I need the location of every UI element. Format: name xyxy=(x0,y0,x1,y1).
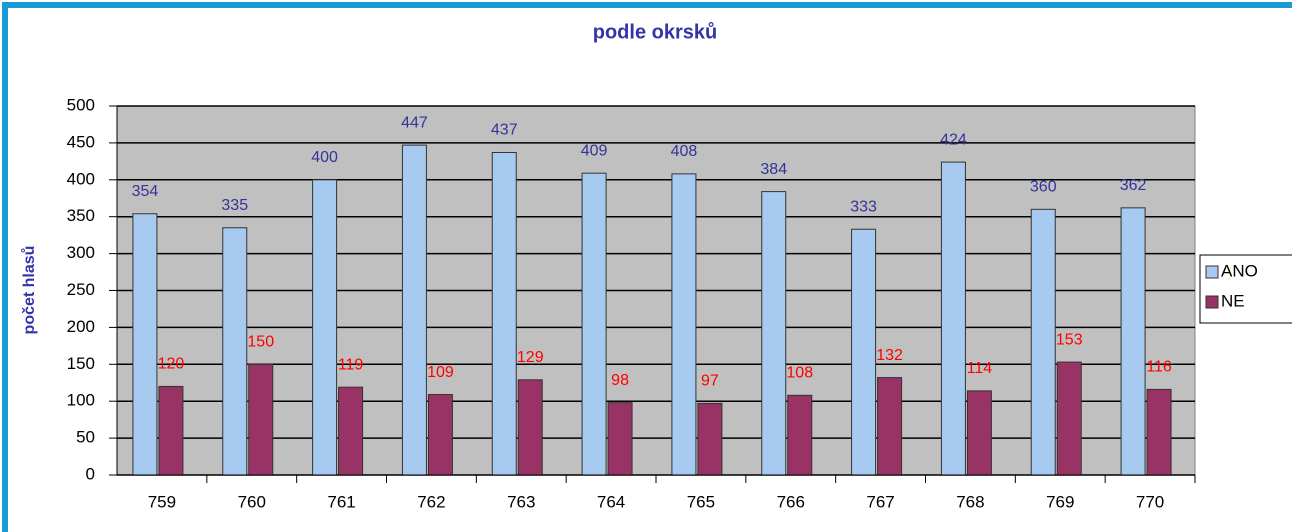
data-label: 409 xyxy=(581,142,608,159)
data-label: 129 xyxy=(517,349,544,366)
bar xyxy=(158,385,184,476)
y-tick-label: 200 xyxy=(67,317,95,336)
data-label: 109 xyxy=(427,364,454,381)
y-tick-label: 0 xyxy=(86,464,95,483)
bar xyxy=(761,191,787,476)
x-tick-label: 768 xyxy=(956,492,984,511)
data-label: 437 xyxy=(491,122,518,139)
bar xyxy=(1146,388,1172,476)
y-tick-label: 500 xyxy=(67,95,95,114)
bar xyxy=(671,173,697,476)
x-tick-label: 763 xyxy=(507,492,535,511)
data-label: 120 xyxy=(158,356,185,373)
bar xyxy=(1056,361,1082,476)
data-label: 335 xyxy=(221,197,248,214)
data-label: 360 xyxy=(1030,179,1057,196)
bar xyxy=(248,363,274,476)
bar xyxy=(1120,207,1146,476)
data-label: 362 xyxy=(1120,177,1147,194)
bar xyxy=(966,390,992,476)
data-label: 384 xyxy=(760,161,787,178)
data-label: 119 xyxy=(338,356,364,373)
data-label: 333 xyxy=(850,198,877,215)
bar xyxy=(338,386,364,476)
bar xyxy=(697,402,723,476)
chart-title: podle okrsků xyxy=(593,21,717,43)
x-tick-label: 760 xyxy=(238,492,266,511)
data-label: 98 xyxy=(611,372,629,389)
bar xyxy=(940,161,966,476)
data-label: 116 xyxy=(1146,359,1172,376)
y-tick-label: 50 xyxy=(76,428,95,447)
x-tick-label: 761 xyxy=(327,492,355,511)
data-label: 408 xyxy=(671,143,698,160)
legend-box xyxy=(1199,254,1292,324)
data-label: 424 xyxy=(940,131,967,148)
x-tick-label: 764 xyxy=(597,492,625,511)
legend-swatch xyxy=(1205,295,1219,309)
x-tick-label: 769 xyxy=(1046,492,1074,511)
data-label: 132 xyxy=(876,347,903,364)
data-label: 354 xyxy=(132,183,159,200)
bar xyxy=(1030,208,1056,476)
data-label: 400 xyxy=(311,149,338,166)
bar xyxy=(787,394,813,476)
bar xyxy=(517,379,543,476)
y-tick-label: 150 xyxy=(67,354,95,373)
bar xyxy=(312,179,338,476)
x-tick-label: 766 xyxy=(777,492,805,511)
bar xyxy=(581,172,607,476)
bar xyxy=(491,151,517,476)
y-tick-label: 100 xyxy=(67,391,95,410)
y-tick-label: 400 xyxy=(67,169,95,188)
x-tick-label: 765 xyxy=(687,492,715,511)
y-tick-label: 250 xyxy=(67,280,95,299)
bar xyxy=(427,394,453,476)
data-label: 447 xyxy=(401,114,428,131)
x-tick-label: 759 xyxy=(148,492,176,511)
y-tick-label: 350 xyxy=(67,206,95,225)
legend-label: ANO xyxy=(1221,261,1258,280)
data-label: 153 xyxy=(1056,331,1083,348)
data-label: 97 xyxy=(701,373,719,390)
bar xyxy=(222,227,248,476)
bar xyxy=(851,228,877,476)
bar xyxy=(607,402,633,476)
x-tick-label: 762 xyxy=(417,492,445,511)
bar xyxy=(132,213,158,476)
y-axis-label: počet hlasů xyxy=(21,246,38,335)
data-label: 150 xyxy=(247,334,274,351)
x-tick-label: 767 xyxy=(866,492,894,511)
data-label: 114 xyxy=(967,360,993,377)
legend-label: NE xyxy=(1221,291,1245,310)
x-tick-label: 770 xyxy=(1136,492,1164,511)
legend-swatch xyxy=(1205,265,1219,279)
y-tick-label: 300 xyxy=(67,243,95,262)
data-label: 108 xyxy=(786,365,813,382)
bar xyxy=(401,144,427,476)
bar xyxy=(877,377,903,476)
y-tick-label: 450 xyxy=(67,132,95,151)
